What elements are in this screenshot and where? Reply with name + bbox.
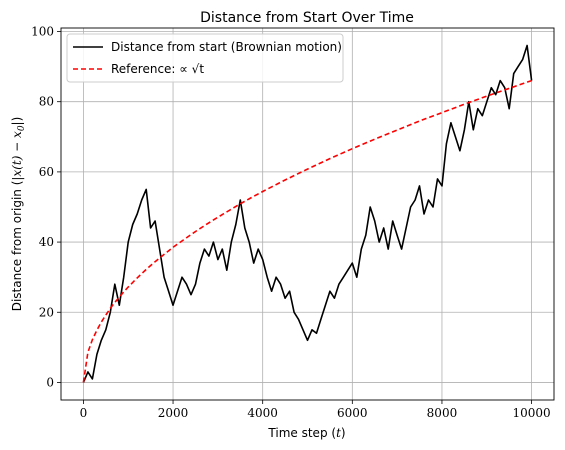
legend-box	[66, 33, 344, 83]
x-axis-ticks: 0 2000 4000 6000 8000 10000	[80, 400, 551, 420]
series-line-reference	[82, 79, 532, 383]
y-tick-label: 60	[39, 165, 54, 179]
chart-title: Distance from Start Over Time	[200, 10, 414, 26]
x-tick-label: 6000	[337, 406, 368, 420]
x-axis-label-math: t	[336, 426, 341, 440]
legend-label-reference: Reference: ∝ √t	[111, 62, 204, 76]
x-tick-label: 4000	[247, 406, 278, 420]
axes-frame	[60, 27, 555, 401]
y-axis-label-math: |x(t) − x	[10, 131, 24, 181]
x-tick-label: 2000	[158, 406, 189, 420]
series-line-brownian	[82, 44, 533, 383]
x-axis-label: Time step (t)	[267, 426, 345, 440]
x-axis-label-text: Time step (	[267, 426, 336, 440]
legend: Distance from start (Brownian motion) Re…	[66, 33, 344, 83]
series-layer	[82, 44, 533, 383]
y-tick-label: 80	[39, 95, 54, 109]
x-axis-label-close: )	[341, 426, 346, 440]
legend-label-brownian: Distance from start (Brownian motion)	[111, 40, 342, 54]
y-axis-ticks: 0 20 40 60 80 100	[31, 25, 61, 389]
y-axis-label-sub: 0	[17, 125, 27, 131]
grid	[61, 28, 554, 400]
y-axis-label-text: Distance from origin (	[10, 181, 24, 312]
y-tick-label: 100	[31, 25, 54, 39]
x-tick-label: 0	[80, 406, 88, 420]
y-axis-label-close: |)	[10, 117, 24, 126]
y-tick-label: 0	[46, 375, 54, 389]
y-axis-label: Distance from origin (|x(t) − x0|)	[10, 117, 27, 312]
x-tick-label: 8000	[427, 406, 458, 420]
y-tick-label: 20	[39, 305, 54, 319]
x-tick-label: 10000	[512, 406, 550, 420]
y-tick-label: 40	[39, 235, 54, 249]
